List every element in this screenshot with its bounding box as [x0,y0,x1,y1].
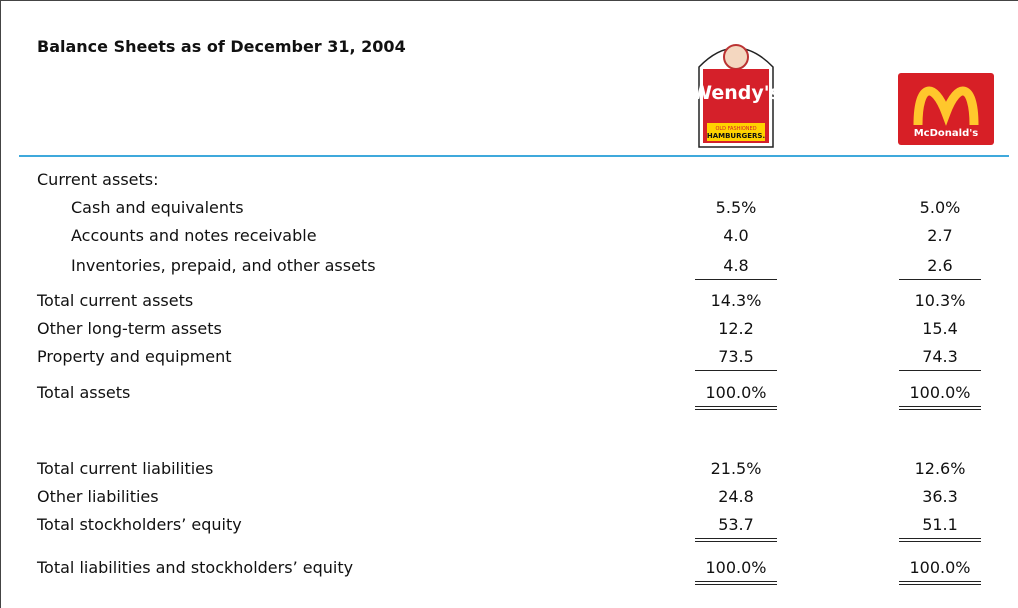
underline [899,581,981,585]
cell-value: 100.0% [705,383,767,402]
cell-value: 73.5 [718,347,754,366]
row-label: Total current liabilities [37,459,214,478]
row-label: Cash and equivalents [71,198,244,217]
cell-value: 100.0% [909,383,971,402]
row-label: Total assets [37,383,131,402]
cell-value: 21.5% [710,459,762,478]
row-label: Inventories, prepaid, and other assets [71,256,376,275]
title: Balance Sheets as of December 31, 2004 [37,37,406,56]
cell-value: 36.3 [922,487,958,506]
cell-value: 74.3 [922,347,958,366]
cell-value: 4.0 [723,226,749,245]
row-label: Current assets: [37,170,159,189]
cell-value: 4.8 [723,256,749,275]
cell-value: 2.7 [927,226,953,245]
cell-value: 100.0% [705,558,767,577]
row-label: Accounts and notes receivable [71,226,317,245]
row-label: Total stockholders’ equity [37,515,242,534]
underline [899,538,981,542]
underline [695,406,777,410]
wendys-logo: Wendy's OLD FASHIONED HAMBURGERS. [691,44,781,148]
logo-tagline: OLD FASHIONED [715,126,756,132]
cell-value: 10.3% [914,291,966,310]
underline [695,538,777,542]
divider [19,155,1009,157]
cell-value: 14.3% [710,291,762,310]
cell-value: 2.6 [927,256,953,275]
mcdonalds-logo: McDonald's [898,73,994,145]
logo-tagline: HAMBURGERS. [707,132,765,140]
cell-value: 53.7 [718,515,754,534]
cell-value: 15.4 [922,319,958,338]
row-label: Total liabilities and stockholders’ equi… [37,558,354,577]
underline [899,370,981,371]
cell-value: 5.5% [715,198,757,217]
row-label: Total current assets [37,291,194,310]
cell-value: 51.1 [922,515,958,534]
cell-value: 5.0% [919,198,961,217]
row-label: Property and equipment [37,347,232,366]
cell-value: 12.6% [914,459,966,478]
underline [695,370,777,371]
underline [695,581,777,585]
cell-value: 24.8 [718,487,754,506]
logo-name: McDonald's [914,128,979,139]
underline [695,279,777,280]
underline [899,279,981,280]
row-label: Other long-term assets [37,319,222,338]
cell-value: 100.0% [909,558,971,577]
underline [899,406,981,410]
cell-value: 12.2 [718,319,754,338]
row-label: Other liabilities [37,487,159,506]
logo-name: Wendy's [691,82,781,104]
